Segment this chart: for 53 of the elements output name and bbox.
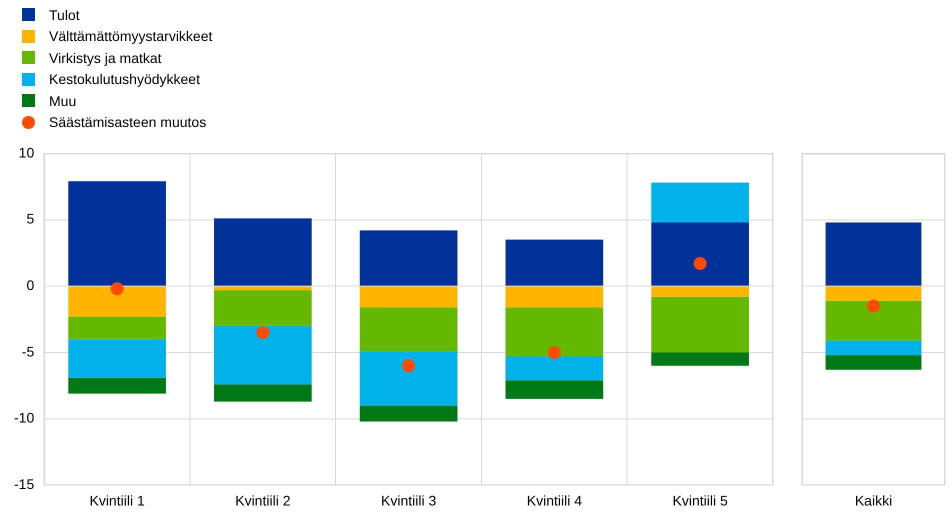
bar (360, 406, 458, 422)
x-tick-label: Kvintiili 1 (89, 492, 145, 508)
bar (651, 296, 749, 352)
point (548, 346, 561, 359)
bar (360, 286, 458, 308)
x-tick-label: Kvintiili 4 (526, 492, 582, 508)
bar (506, 307, 604, 356)
legend-label: Säästämisasteen muutos (49, 114, 206, 130)
bar (360, 351, 458, 406)
point (694, 257, 707, 270)
bar (651, 182, 749, 222)
bar (214, 326, 312, 384)
y-tick-label: -15 (14, 476, 34, 492)
point (402, 359, 416, 372)
bar (506, 286, 604, 308)
bar (826, 222, 922, 286)
bar (214, 286, 312, 290)
bar (68, 286, 166, 317)
y-tick-label: 10 (18, 144, 34, 160)
bar (214, 290, 312, 326)
bar (214, 218, 312, 286)
bar (651, 286, 749, 297)
point (256, 326, 270, 340)
bar (68, 316, 166, 340)
legend-label: Muu (49, 92, 76, 109)
legend-label: Virkistys ja matkat (49, 50, 162, 66)
bar (651, 352, 749, 366)
bar (360, 230, 458, 286)
bar (68, 378, 166, 394)
legend-label: Välttämättömyystarvikkeet (49, 28, 212, 44)
bar (826, 300, 922, 341)
x-tick-label: Kvintiili 2 (235, 492, 291, 508)
bar (214, 384, 312, 402)
x-tick-label: Kaikki (854, 492, 892, 508)
bar (826, 355, 922, 370)
point (110, 282, 124, 296)
bar (506, 240, 604, 286)
x-tick-label: Kvintiili 3 (380, 492, 436, 508)
bar (651, 222, 749, 286)
bar (506, 356, 604, 380)
bar (68, 339, 166, 378)
legend-label: Kestokulutushyödykkeet (49, 71, 200, 88)
y-tick-label: 0 (26, 276, 34, 293)
bar (826, 340, 922, 356)
bar (360, 307, 458, 352)
legend-label: Tulot (49, 6, 80, 23)
y-tick-label: 5 (26, 210, 34, 227)
y-tick-label: -5 (22, 343, 34, 360)
bar (506, 380, 604, 399)
y-tick-label: -10 (14, 410, 34, 426)
bar (68, 181, 166, 286)
x-tick-label: Kvintiili 5 (672, 492, 728, 508)
bar (826, 286, 922, 301)
